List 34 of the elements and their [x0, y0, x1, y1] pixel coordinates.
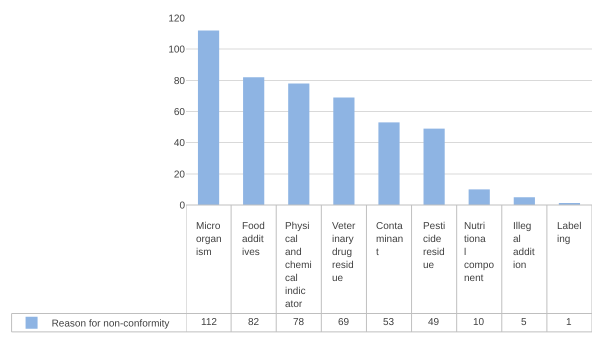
- x-tick-label: Illegal addition: [513, 221, 535, 271]
- data-label: 53: [383, 317, 395, 328]
- bar: [333, 97, 354, 205]
- y-tick-label: 80: [174, 76, 186, 87]
- y-tick-label: 100: [168, 44, 186, 56]
- bar: [378, 122, 400, 205]
- x-tick-label: Contaminant: [376, 221, 404, 258]
- y-tick-label: 120: [168, 14, 186, 24]
- y-tick-label: 60: [174, 107, 186, 118]
- x-tick-label: Food additives: [242, 221, 265, 258]
- bar: [243, 77, 264, 205]
- y-tick-label: 0: [179, 200, 186, 212]
- data-label: 5: [521, 317, 527, 328]
- y-tick-label: 40: [174, 138, 186, 150]
- bar: [288, 83, 310, 205]
- x-tick-label: Microorganism: [196, 221, 222, 258]
- bar: [198, 30, 220, 205]
- legend-label: Reason for non-conformity: [52, 318, 170, 330]
- x-tick-label: Nutritional component: [464, 221, 494, 284]
- bar: [514, 197, 535, 205]
- data-label: 1: [566, 317, 572, 328]
- x-tick-label: Pesticide residue: [423, 221, 446, 271]
- bar: [468, 189, 490, 205]
- data-label: 10: [473, 317, 485, 328]
- data-label: 82: [248, 317, 260, 328]
- data-label: 112: [201, 317, 218, 328]
- bar: [424, 128, 445, 205]
- data-label: 49: [428, 317, 440, 328]
- x-tick-label: Veterinary drug residue: [332, 221, 356, 284]
- data-label: 78: [293, 317, 305, 328]
- x-tick-label: Labeling: [557, 221, 582, 245]
- data-label: 69: [338, 317, 350, 328]
- x-tick-label: Physical and chemical indicator: [285, 221, 312, 310]
- y-tick-label: 20: [174, 169, 186, 180]
